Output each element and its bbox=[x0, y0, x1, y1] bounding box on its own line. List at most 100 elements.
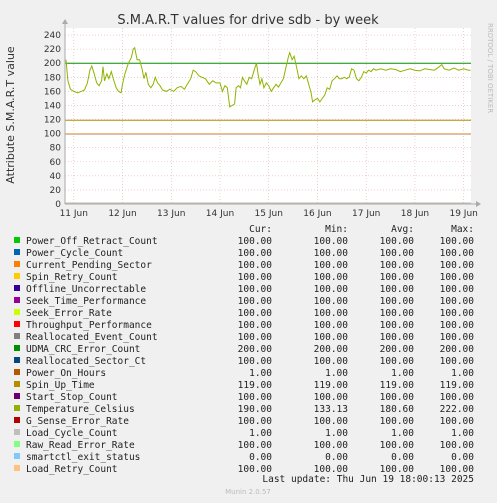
legend-value-cur: 100.00 bbox=[238, 320, 273, 331]
legend-series-name: UDMA_CRC_Error_Count bbox=[26, 344, 140, 355]
legend-series-name: smartctl_exit_status bbox=[26, 452, 140, 463]
x-tick-label: 19 Jun bbox=[449, 209, 477, 219]
legend-value-avg: 100.00 bbox=[380, 440, 415, 451]
legend-series-name: Load_Cycle_Count bbox=[26, 428, 118, 439]
legend-swatch bbox=[14, 321, 20, 327]
y-tick-label: 120 bbox=[44, 116, 61, 126]
last-update: Last update: Thu Jun 19 18:00:13 2025 bbox=[262, 474, 474, 485]
legend-value-max: 100.00 bbox=[440, 416, 475, 427]
legend-swatch bbox=[14, 393, 20, 399]
legend-value-avg: 100.00 bbox=[380, 332, 415, 343]
legend-value-max: 100.00 bbox=[440, 272, 475, 283]
y-tick-label: 180 bbox=[44, 73, 61, 83]
legend-series-name: Reallocated_Sector_Ct bbox=[26, 356, 146, 367]
series-line-temperature-celsius bbox=[65, 46, 471, 108]
legend-value-max: 100.00 bbox=[440, 308, 475, 319]
plot-area bbox=[65, 28, 471, 204]
legend-value-max: 200.00 bbox=[440, 344, 475, 355]
y-tick-label: 140 bbox=[44, 101, 61, 111]
legend-value-max: 100.00 bbox=[440, 260, 475, 271]
legend-value-cur: 100.00 bbox=[238, 284, 273, 295]
legend-value-min: 133.13 bbox=[314, 404, 348, 415]
legend-swatch bbox=[14, 285, 20, 291]
x-axis-arrow bbox=[476, 201, 481, 207]
legend-series-name: Start_Stop_Count bbox=[26, 392, 118, 403]
legend-value-avg: 1.00 bbox=[391, 368, 414, 379]
legend-value-avg: 100.00 bbox=[380, 416, 415, 427]
legend-value-cur: 0.00 bbox=[249, 452, 272, 463]
legend-value-cur: 200.00 bbox=[238, 344, 273, 355]
legend-swatch bbox=[14, 441, 20, 447]
legend-value-avg: 100.00 bbox=[380, 356, 415, 367]
legend-series-name: Temperature_Celsius bbox=[26, 404, 135, 415]
legend-value-max: 119.00 bbox=[440, 380, 475, 391]
legend-swatch bbox=[14, 405, 20, 411]
legend-value-cur: 100.00 bbox=[238, 440, 273, 451]
legend-swatch bbox=[14, 309, 20, 315]
legend-value-avg: 180.60 bbox=[380, 404, 415, 415]
legend-series-name: Spin_Retry_Count bbox=[26, 272, 118, 283]
rrdtool-credit: RRDTOOL / TOBI OETIKER bbox=[486, 23, 494, 113]
legend-value-cur: 1.00 bbox=[249, 368, 272, 379]
legend-value-cur: 100.00 bbox=[238, 392, 273, 403]
x-tick-label: 18 Jun bbox=[401, 209, 429, 219]
legend-value-avg: 1.00 bbox=[391, 428, 414, 439]
legend-series-name: Seek_Time_Performance bbox=[26, 296, 146, 307]
legend-value-avg: 100.00 bbox=[380, 284, 415, 295]
legend-value-max: 100.00 bbox=[440, 392, 475, 403]
legend-swatch bbox=[14, 465, 20, 471]
legend-value-max: 100.00 bbox=[440, 464, 475, 475]
legend-swatch bbox=[14, 369, 20, 375]
y-tick-label: 160 bbox=[44, 87, 61, 97]
legend-value-min: 119.00 bbox=[314, 380, 349, 391]
legend-value-min: 100.00 bbox=[314, 392, 349, 403]
legend-value-max: 100.00 bbox=[440, 236, 475, 247]
legend-value-min: 200.00 bbox=[314, 344, 349, 355]
legend-swatch bbox=[14, 273, 20, 279]
legend-value-cur: 119.00 bbox=[238, 380, 273, 391]
legend-value-avg: 100.00 bbox=[380, 272, 415, 283]
y-tick-label: 20 bbox=[50, 186, 62, 196]
legend-value-avg: 100.00 bbox=[380, 296, 415, 307]
y-tick-label: 60 bbox=[50, 158, 62, 168]
legend-swatch bbox=[14, 453, 20, 459]
legend-swatch bbox=[14, 333, 20, 339]
legend-swatch bbox=[14, 237, 20, 243]
legend-value-min: 100.00 bbox=[314, 236, 349, 247]
y-tick-label: 100 bbox=[44, 130, 61, 140]
legend-value-min: 100.00 bbox=[314, 416, 349, 427]
legend-series-name: Raw_Read_Error_Rate bbox=[26, 440, 135, 451]
legend-series-name: Spin_Up_Time bbox=[26, 380, 95, 391]
legend-column-header: Avg: bbox=[391, 224, 414, 235]
x-tick-label: 13 Jun bbox=[157, 209, 185, 219]
legend-value-max: 1.00 bbox=[451, 368, 474, 379]
grid bbox=[65, 28, 471, 205]
legend-value-cur: 190.00 bbox=[238, 404, 273, 415]
legend-value-cur: 100.00 bbox=[238, 356, 273, 367]
legend-value-min: 100.00 bbox=[314, 248, 349, 259]
legend-series-name: Offline_Uncorrectable bbox=[26, 284, 146, 295]
legend-series-name: Power_Off_Retract_Count bbox=[26, 236, 158, 247]
legend-value-max: 100.00 bbox=[440, 296, 475, 307]
legend-value-cur: 100.00 bbox=[238, 308, 273, 319]
legend-value-avg: 119.00 bbox=[380, 380, 415, 391]
y-axis-label: Attribute S.M.A.R.T value bbox=[4, 46, 17, 184]
legend-value-avg: 100.00 bbox=[380, 320, 415, 331]
legend-swatch bbox=[14, 417, 20, 423]
y-axis-arrow bbox=[62, 19, 68, 24]
legend-value-avg: 100.00 bbox=[380, 464, 415, 475]
legend-value-cur: 100.00 bbox=[238, 248, 273, 259]
legend-value-cur: 100.00 bbox=[238, 416, 273, 427]
legend-value-cur: 100.00 bbox=[238, 236, 273, 247]
legend-value-avg: 100.00 bbox=[380, 236, 415, 247]
legend-value-max: 100.00 bbox=[440, 440, 475, 451]
legend-swatch bbox=[14, 249, 20, 255]
legend-series-name: Power_Cycle_Count bbox=[26, 248, 123, 259]
legend-series-name: Load_Retry_Count bbox=[26, 464, 118, 475]
legend-value-min: 100.00 bbox=[314, 260, 349, 271]
y-tick-label: 80 bbox=[50, 144, 62, 154]
legend-series-name: G_Sense_Error_Rate bbox=[26, 416, 129, 427]
legend-swatch bbox=[14, 381, 20, 387]
x-tick-label: 17 Jun bbox=[352, 209, 380, 219]
